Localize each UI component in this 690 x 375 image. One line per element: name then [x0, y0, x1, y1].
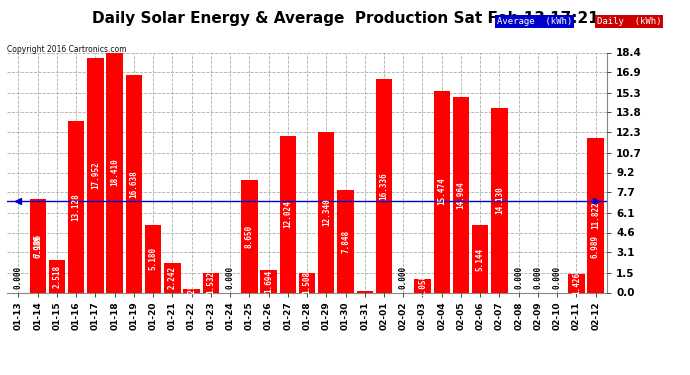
Bar: [299, 273, 315, 292]
Text: Daily  (kWh): Daily (kWh): [597, 17, 661, 26]
Text: 5.144: 5.144: [475, 248, 484, 270]
Bar: [260, 270, 277, 292]
Bar: [68, 121, 84, 292]
Text: 16.336: 16.336: [380, 172, 388, 200]
Bar: [203, 273, 219, 292]
Text: 2.242: 2.242: [168, 266, 177, 290]
Bar: [145, 225, 161, 292]
Text: 12.340: 12.340: [322, 198, 331, 226]
Text: 7.848: 7.848: [341, 230, 350, 253]
Text: 1.058: 1.058: [418, 274, 427, 297]
Bar: [126, 75, 142, 292]
Text: Daily Solar Energy & Average  Production Sat Feb 13 17:21: Daily Solar Energy & Average Production …: [92, 11, 598, 26]
Bar: [184, 289, 200, 292]
Bar: [30, 199, 46, 292]
Text: 17.952: 17.952: [91, 162, 100, 189]
Text: 0.000: 0.000: [514, 266, 523, 289]
Text: 15.474: 15.474: [437, 178, 446, 206]
Bar: [279, 136, 296, 292]
Text: 2.518: 2.518: [52, 264, 61, 288]
Bar: [241, 180, 257, 292]
Text: 1.694: 1.694: [264, 270, 273, 293]
Text: 5.180: 5.180: [148, 247, 157, 270]
Bar: [87, 58, 104, 292]
Text: 14.964: 14.964: [457, 181, 466, 209]
Text: Average  (kWh): Average (kWh): [497, 17, 572, 26]
Bar: [318, 132, 335, 292]
Text: 1.508: 1.508: [302, 271, 312, 294]
Text: 0.000: 0.000: [14, 266, 23, 289]
Text: 12.024: 12.024: [284, 200, 293, 228]
Bar: [491, 108, 508, 292]
Text: 1.426: 1.426: [572, 272, 581, 295]
Text: 0.256: 0.256: [187, 279, 196, 302]
Bar: [414, 279, 431, 292]
Bar: [164, 263, 181, 292]
Text: 16.638: 16.638: [130, 170, 139, 198]
Text: 8.650: 8.650: [245, 225, 254, 248]
Text: 6.989: 6.989: [590, 236, 599, 258]
Text: 13.128: 13.128: [72, 193, 81, 221]
Text: 7.186: 7.186: [33, 234, 42, 257]
Bar: [337, 190, 354, 292]
Bar: [472, 225, 489, 292]
Text: 0.000: 0.000: [399, 266, 408, 289]
Text: 1.532: 1.532: [206, 271, 215, 294]
Text: 14.130: 14.130: [495, 186, 504, 214]
Text: 11.822: 11.822: [591, 201, 600, 229]
Bar: [587, 138, 604, 292]
Text: 0.000: 0.000: [533, 266, 542, 289]
Text: 0.000: 0.000: [226, 266, 235, 289]
Bar: [569, 274, 584, 292]
Bar: [453, 98, 469, 292]
Text: Copyright 2016 Cartronics.com: Copyright 2016 Cartronics.com: [7, 45, 126, 54]
Bar: [357, 291, 373, 292]
Text: 6.989: 6.989: [33, 236, 42, 258]
Text: 18.410: 18.410: [110, 159, 119, 186]
Bar: [49, 260, 65, 292]
Bar: [106, 53, 123, 292]
Bar: [433, 91, 450, 292]
Text: 0.000: 0.000: [553, 266, 562, 289]
Bar: [376, 80, 392, 292]
